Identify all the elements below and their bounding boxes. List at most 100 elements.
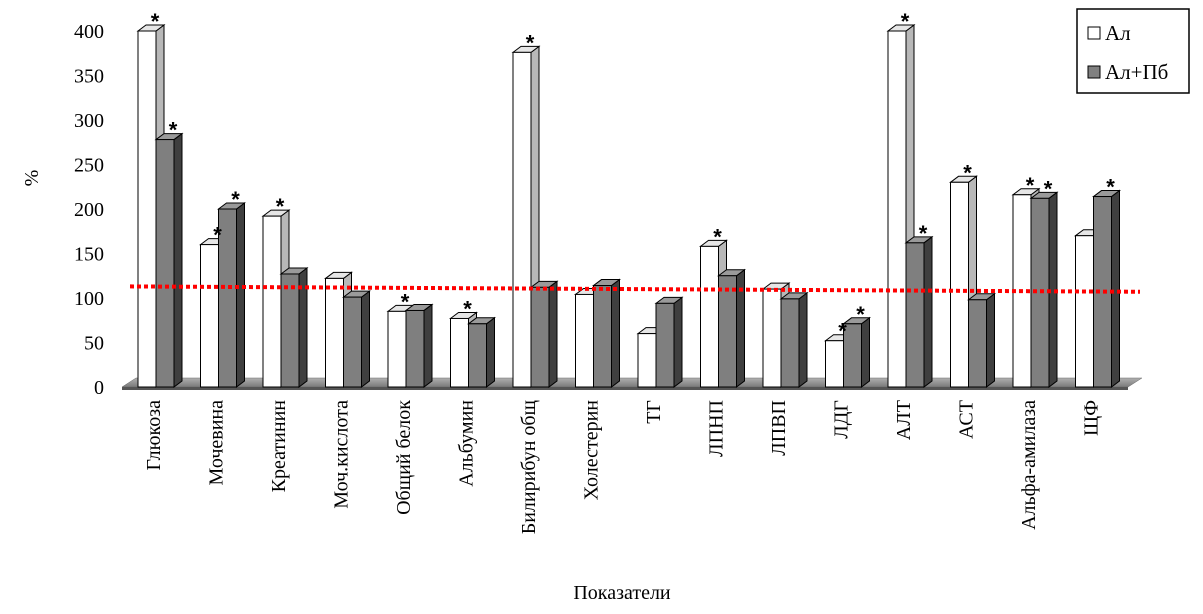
bar-front <box>575 293 594 388</box>
bar-front <box>468 323 487 388</box>
bar-side <box>986 292 995 388</box>
y-tick-label: 250 <box>74 155 104 177</box>
significance-mark: * <box>169 118 178 143</box>
bar-front <box>280 273 300 388</box>
significance-mark: * <box>151 9 160 34</box>
category-label: Моч.кислота <box>331 400 353 509</box>
bar <box>592 278 621 388</box>
legend-label-al-pb: Ал+Пб <box>1105 60 1168 84</box>
legend-swatch-al <box>1087 26 1101 40</box>
bar-front <box>843 323 862 388</box>
significance-marks: * * * * * * * * * * * * * * * * * <box>151 9 1116 344</box>
bar-front <box>137 30 157 388</box>
category-label: Альфа-амилаза <box>1018 400 1040 530</box>
bar-front <box>405 309 425 388</box>
significance-mark: * <box>838 319 847 344</box>
bar-side <box>1111 189 1120 388</box>
reference-line-layer <box>129 284 1141 294</box>
reference-line <box>129 284 1141 294</box>
significance-mark: * <box>401 289 410 314</box>
bars <box>136 24 1121 388</box>
bar <box>779 291 809 388</box>
significance-mark: * <box>463 296 472 321</box>
significance-mark: * <box>1044 176 1053 201</box>
bar-front <box>780 298 800 388</box>
bar <box>1092 189 1121 388</box>
bar-front <box>512 51 532 388</box>
y-tick-label: 0 <box>94 377 104 399</box>
bar-front <box>905 242 925 388</box>
significance-mark: * <box>901 9 910 34</box>
bar-front <box>637 333 657 388</box>
bar-front <box>450 317 469 388</box>
y-tick-label: 200 <box>74 199 104 221</box>
bar-front <box>1075 235 1094 388</box>
bar-front <box>325 277 344 388</box>
bar-side <box>923 235 933 388</box>
category-labels: Глюкоза Мочевина Креатинин Моч.кислота Общий… <box>143 400 1103 535</box>
bar <box>967 292 996 388</box>
y-tick-label: 400 <box>74 21 104 43</box>
bar <box>904 235 934 388</box>
category-label: Глюкоза <box>143 400 165 471</box>
bar-front <box>343 296 362 388</box>
bar-front <box>593 285 612 388</box>
category-label: Креатинин <box>268 400 290 493</box>
category-label: АЛТ <box>893 400 915 440</box>
bar <box>842 316 871 388</box>
bar-front <box>530 286 550 388</box>
category-label: АСТ <box>956 400 978 439</box>
bar-side <box>423 303 433 388</box>
bar-front <box>950 181 969 388</box>
legend-label-al: Ал <box>1105 21 1131 45</box>
legend-box <box>1076 8 1190 94</box>
y-tick-label: 150 <box>74 244 104 266</box>
significance-mark: * <box>231 187 240 212</box>
significance-mark: * <box>1026 173 1035 198</box>
significance-mark: * <box>963 160 972 185</box>
y-tick-label: 50 <box>84 333 104 355</box>
legend: Ал Ал+Пб <box>1076 8 1190 94</box>
significance-mark: * <box>1106 175 1115 200</box>
bar-side <box>798 291 808 388</box>
bar-side <box>173 132 183 388</box>
legend-swatch-al-pb <box>1087 65 1101 79</box>
category-label: ТГ <box>643 400 665 424</box>
bar-front <box>200 244 219 388</box>
bar-side <box>361 290 370 388</box>
bar-side <box>861 316 870 388</box>
bar <box>154 132 184 388</box>
category-label: Билирибун общ <box>518 400 540 534</box>
significance-mark: * <box>276 194 285 219</box>
bar-side <box>548 280 558 388</box>
category-label: ЛПНП <box>706 400 728 457</box>
bar-front <box>825 340 844 388</box>
bar-front <box>655 302 675 388</box>
category-label: ЛДГ <box>831 400 853 439</box>
category-label: Холестерин <box>581 400 603 500</box>
y-tick-label: 300 <box>74 110 104 132</box>
category-label: Общий белок <box>393 400 415 515</box>
x-axis-title: Показатели <box>573 582 671 604</box>
y-axis: 0 50 100 150 200 250 300 350 400 <box>74 21 104 399</box>
bar <box>529 280 559 388</box>
bar-front <box>887 30 907 388</box>
bar-front <box>762 288 782 388</box>
bar-side <box>236 202 245 388</box>
bar-front <box>218 208 237 388</box>
significance-mark: * <box>526 30 535 55</box>
bar <box>467 316 496 388</box>
bar <box>404 303 434 388</box>
significance-mark: * <box>856 302 865 327</box>
bar-front <box>700 245 719 388</box>
category-label: Альбумин <box>456 400 478 487</box>
bar <box>279 266 309 388</box>
category-label: Мочевина <box>206 400 228 486</box>
bar-front <box>155 139 175 388</box>
bar-front <box>262 215 282 388</box>
y-tick-label: 350 <box>74 66 104 88</box>
floor-edge <box>122 387 1128 390</box>
bar <box>342 290 371 388</box>
bar-side <box>611 278 620 388</box>
